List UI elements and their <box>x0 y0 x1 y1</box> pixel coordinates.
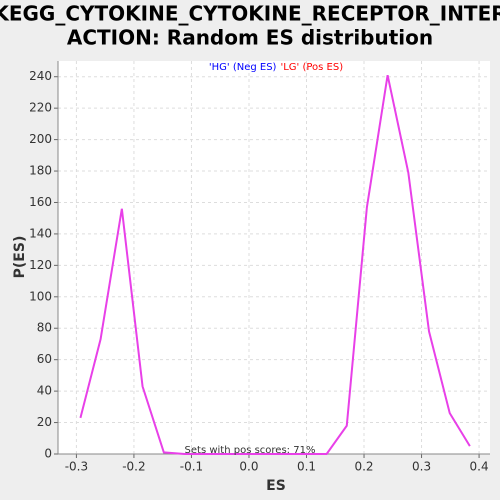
y-tick-label: 60 <box>37 352 52 366</box>
y-tick-label: 40 <box>37 384 52 398</box>
legend: 'HG' (Neg ES) 'LG' (Pos ES) <box>209 62 343 73</box>
annotation: Sets with pos scores: 71% <box>185 445 316 456</box>
y-tick-label: 240 <box>29 69 52 83</box>
x-tick-label: -0.2 <box>122 460 145 474</box>
y-tick-label: 220 <box>29 101 52 115</box>
y-tick-label: 160 <box>29 195 52 209</box>
x-tick-label: -0.1 <box>180 460 203 474</box>
y-tick-label: 0 <box>44 447 52 461</box>
y-tick-label: 120 <box>29 258 52 272</box>
chart-title: KEGG_CYTOKINE_CYTOKINE_RECEPTOR_INTER <box>0 2 500 26</box>
y-tick-label: 140 <box>29 226 52 240</box>
x-tick-label: -0.3 <box>65 460 88 474</box>
y-tick-label: 20 <box>37 415 52 429</box>
legend-entry: 'HG' (Neg ES) <box>209 62 277 73</box>
y-axis-label: P(ES) <box>12 236 28 279</box>
chart-title: ACTION: Random ES distribution <box>67 26 433 50</box>
y-tick-label: 180 <box>29 164 52 178</box>
series-line <box>79 74 471 455</box>
x-tick-label: 0.3 <box>412 460 431 474</box>
plot-area <box>58 61 490 454</box>
y-tick-label: 200 <box>29 132 52 146</box>
y-tick-label: 80 <box>37 321 52 335</box>
legend-entry: 'LG' (Pos ES) <box>280 62 343 73</box>
y-tick-label: 100 <box>29 289 52 303</box>
x-tick-label: 0.4 <box>470 460 489 474</box>
x-tick-label: 0.0 <box>239 460 258 474</box>
x-axis-label: ES <box>266 478 286 494</box>
x-tick-label: 0.1 <box>297 460 316 474</box>
x-tick-label: 0.2 <box>354 460 373 474</box>
